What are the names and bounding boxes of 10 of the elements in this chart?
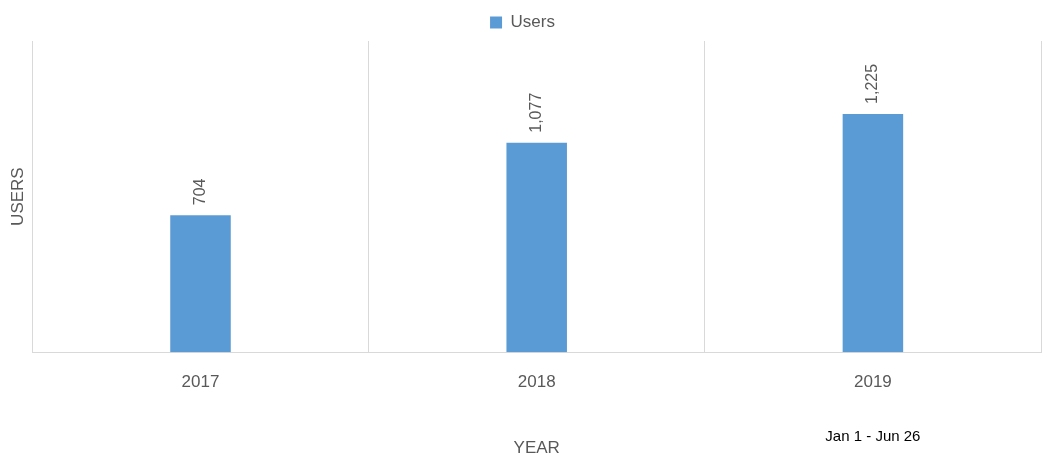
y-axis-title: USERS	[7, 167, 27, 226]
x-tick-label: 2017	[181, 372, 220, 392]
legend-label: Users	[510, 12, 555, 32]
x-tick-label: 2018	[517, 372, 556, 392]
x-axis-title: YEAR	[513, 438, 560, 458]
data-label: 1,225	[863, 63, 881, 104]
data-label: 704	[190, 178, 208, 206]
data-label: 1,077	[527, 92, 545, 133]
text: Jan 1 - Jun 26	[825, 427, 921, 445]
x-tick-label: 2019	[853, 372, 892, 392]
